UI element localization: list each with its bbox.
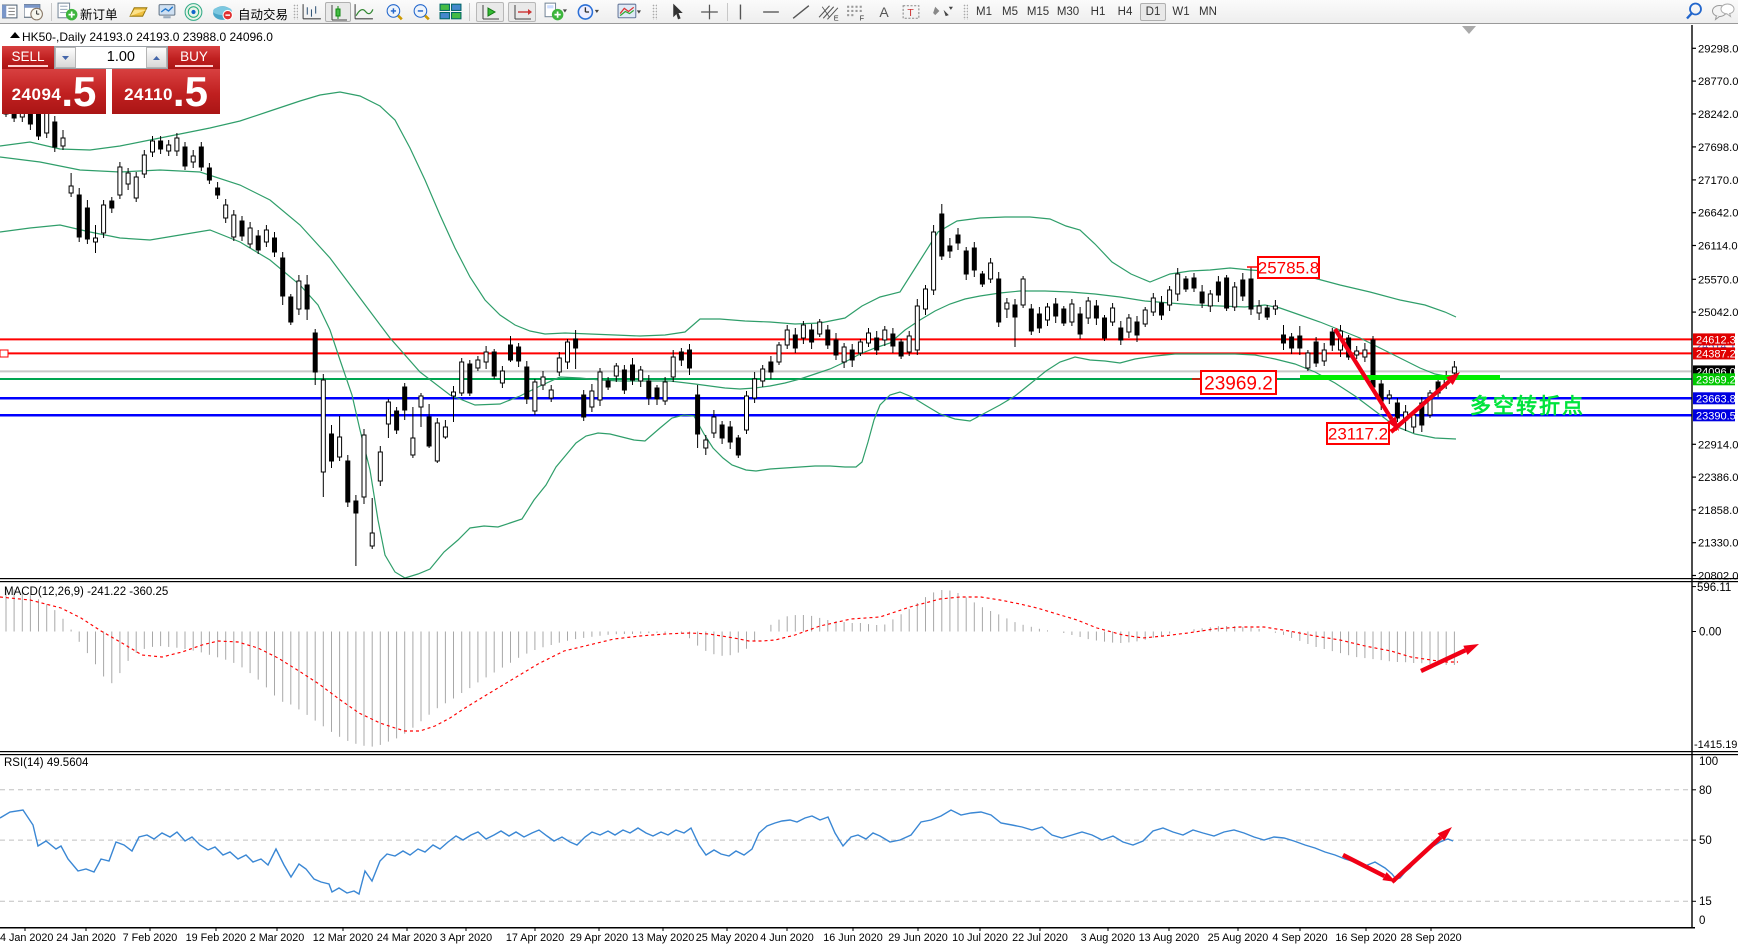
svg-text:25 Aug 2020: 25 Aug 2020: [1208, 932, 1269, 944]
svg-text:21858.0: 21858.0: [1698, 505, 1738, 517]
svg-text:22 Jul 2020: 22 Jul 2020: [1012, 932, 1068, 944]
svg-text:80: 80: [1699, 785, 1712, 797]
svg-text:-1415.19: -1415.19: [1694, 739, 1737, 751]
svg-text:23969.2: 23969.2: [1204, 373, 1273, 394]
svg-text:19 Feb 2020: 19 Feb 2020: [186, 932, 247, 944]
svg-text:26114.0: 26114.0: [1698, 241, 1738, 253]
svg-text:HK50-,Daily 24193.0 24193.0 2: HK50-,Daily 24193.0 24193.0 23988.0 2409…: [22, 30, 273, 44]
svg-text:RSI(14) 49.5604: RSI(14) 49.5604: [4, 757, 89, 769]
svg-text:20802.0: 20802.0: [1698, 571, 1738, 583]
svg-text:28 Sep 2020: 28 Sep 2020: [1400, 932, 1461, 944]
svg-text:23390.5: 23390.5: [1696, 410, 1736, 422]
svg-text:3 Aug 2020: 3 Aug 2020: [1081, 932, 1136, 944]
svg-text:4 Jun 2020: 4 Jun 2020: [760, 932, 813, 944]
svg-text:E: E: [834, 13, 839, 22]
svg-text:22914.0: 22914.0: [1698, 439, 1738, 451]
svg-text:29298.0: 29298.0: [1698, 43, 1738, 55]
svg-text:25042.0: 25042.0: [1698, 307, 1738, 319]
svg-text:17 Apr 2020: 17 Apr 2020: [506, 932, 564, 944]
svg-text:4 Sep 2020: 4 Sep 2020: [1272, 932, 1327, 944]
svg-text:10 Jul 2020: 10 Jul 2020: [952, 932, 1008, 944]
svg-text:596.11: 596.11: [1697, 582, 1731, 594]
svg-text:24 Mar 2020: 24 Mar 2020: [377, 932, 438, 944]
svg-text:16 Jun 2020: 16 Jun 2020: [823, 932, 882, 944]
svg-text:50: 50: [1699, 835, 1712, 847]
svg-text:23117.2: 23117.2: [1328, 425, 1388, 444]
svg-text:29 Jun 2020: 29 Jun 2020: [888, 932, 947, 944]
svg-text:27170.0: 27170.0: [1698, 175, 1738, 187]
svg-text:3 Apr 2020: 3 Apr 2020: [440, 932, 492, 944]
svg-text:21330.0: 21330.0: [1698, 538, 1738, 550]
svg-text:0.00: 0.00: [1699, 627, 1721, 639]
svg-text:MACD(12,26,9) -241.22 -360.25: MACD(12,26,9) -241.22 -360.25: [4, 586, 168, 598]
svg-text:F: F: [860, 13, 865, 22]
svg-text:22386.0: 22386.0: [1698, 472, 1738, 484]
svg-text:15: 15: [1699, 896, 1712, 908]
svg-text:24 Jan 2020: 24 Jan 2020: [56, 932, 115, 944]
svg-text:14 Jan 2020: 14 Jan 2020: [0, 932, 53, 944]
svg-text:27698.0: 27698.0: [1698, 142, 1738, 154]
svg-text:25 May 2020: 25 May 2020: [696, 932, 758, 944]
svg-text:100: 100: [1699, 756, 1718, 768]
svg-text:23663.8: 23663.8: [1696, 393, 1736, 405]
svg-text:28770.0: 28770.0: [1698, 76, 1738, 88]
svg-text:24612.3: 24612.3: [1696, 334, 1736, 346]
svg-text:12 Mar 2020: 12 Mar 2020: [313, 932, 374, 944]
svg-text:2 Mar 2020: 2 Mar 2020: [250, 932, 305, 944]
svg-text:28242.0: 28242.0: [1698, 109, 1738, 121]
svg-text:25785.8: 25785.8: [1258, 259, 1319, 278]
svg-text:13 May 2020: 13 May 2020: [632, 932, 694, 944]
svg-text:24387.2: 24387.2: [1696, 348, 1736, 360]
svg-text:23969.2: 23969.2: [1696, 374, 1736, 386]
svg-text:7 Feb 2020: 7 Feb 2020: [123, 932, 178, 944]
svg-text:13 Aug 2020: 13 Aug 2020: [1139, 932, 1200, 944]
svg-text:T: T: [907, 8, 914, 19]
svg-text:29 Apr 2020: 29 Apr 2020: [570, 932, 628, 944]
svg-text:多空转折点: 多空转折点: [1470, 394, 1585, 418]
svg-text:16 Sep 2020: 16 Sep 2020: [1335, 932, 1396, 944]
svg-text:25570.0: 25570.0: [1698, 274, 1738, 286]
svg-text:26642.0: 26642.0: [1698, 208, 1738, 220]
svg-text:0: 0: [1699, 915, 1705, 927]
